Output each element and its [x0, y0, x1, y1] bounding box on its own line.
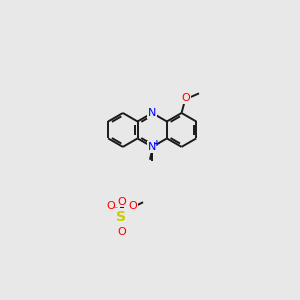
Text: O: O [128, 201, 137, 211]
Text: O: O [117, 196, 126, 206]
Text: S: S [116, 210, 126, 224]
Text: O: O [106, 201, 115, 211]
Text: N: N [148, 142, 156, 152]
Text: +: + [153, 139, 160, 148]
Text: O: O [181, 93, 190, 103]
Text: N: N [148, 108, 156, 118]
Text: O: O [117, 227, 126, 237]
Text: ⁻: ⁻ [112, 205, 118, 215]
